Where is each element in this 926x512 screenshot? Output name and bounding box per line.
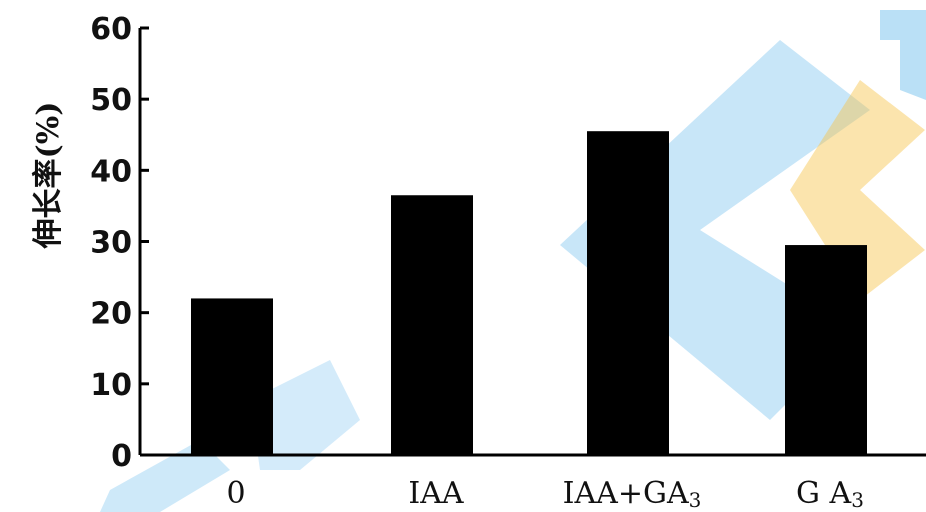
y-axis-label: 伸长率(%) [31,102,66,250]
bar [587,131,669,456]
x-tick-label: G A3 [796,476,864,512]
x-tick-label: 0 [226,476,245,511]
y-tick-label: 20 [90,297,132,332]
chart-bars [191,131,867,456]
y-tick-label: 60 [90,12,132,47]
y-tick-label: 50 [90,83,132,118]
x-category-labels: 0 IAA IAA+GA3 G A3 [226,476,864,512]
x-tick-label: IAA [408,476,464,511]
x-tick-label: IAA+GA3 [563,476,702,512]
bar [391,195,473,455]
bar [785,245,867,455]
bar [191,298,273,455]
y-tick-label: 10 [90,368,132,403]
y-tick-label: 0 [111,439,132,474]
y-tick-label: 30 [90,226,132,261]
y-tick-label: 40 [90,154,132,189]
y-tick-labels: 0 10 20 30 40 50 60 [90,12,132,474]
